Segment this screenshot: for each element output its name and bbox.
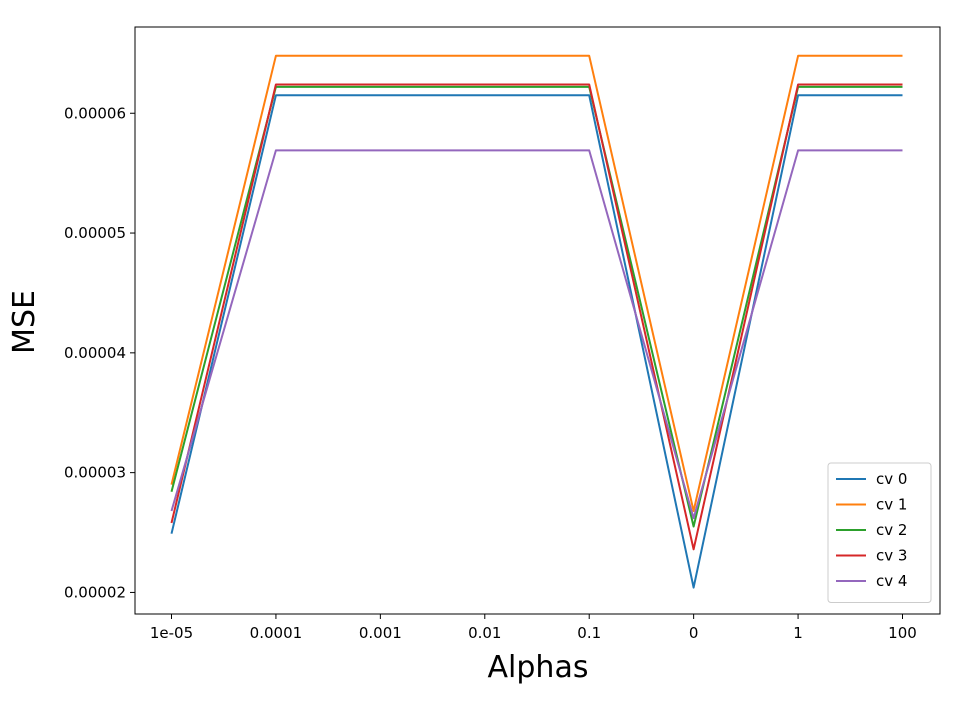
x-tick-label: 0.0001 bbox=[250, 624, 303, 642]
legend: cv 0 cv 1 cv 2 cv 3 cv 4 bbox=[827, 462, 932, 603]
x-tick-label: 1e-05 bbox=[150, 624, 193, 642]
series-line-cv-1 bbox=[170, 54, 903, 512]
plot-area bbox=[135, 27, 940, 614]
x-tick-label: 0.01 bbox=[468, 624, 501, 642]
x-tick-label: 0 bbox=[689, 624, 699, 642]
legend-label: cv 2 bbox=[876, 521, 907, 539]
y-tick-label: 0.00006 bbox=[64, 104, 126, 122]
legend-box bbox=[827, 462, 932, 603]
x-tick-label: 1 bbox=[793, 624, 803, 642]
series-line-cv-0 bbox=[170, 94, 903, 589]
y-axis-title: MSE bbox=[7, 290, 42, 354]
x-tick-label: 0.001 bbox=[359, 624, 402, 642]
y-axis: 0.00002 0.00003 0.00004 0.00005 0.00006 bbox=[64, 104, 135, 601]
legend-label: cv 1 bbox=[876, 496, 907, 514]
x-axis-title: Alphas bbox=[488, 650, 589, 685]
legend-label: cv 4 bbox=[876, 572, 907, 590]
legend-label: cv 3 bbox=[876, 547, 907, 565]
x-tick-label: 0.1 bbox=[577, 624, 601, 642]
y-tick-label: 0.00004 bbox=[64, 344, 126, 362]
x-tick-label: 100 bbox=[888, 624, 917, 642]
series-line-cv-3 bbox=[170, 83, 903, 551]
series-line-cv-4 bbox=[170, 149, 903, 520]
y-tick-label: 0.00002 bbox=[64, 583, 126, 601]
y-tick-label: 0.00003 bbox=[64, 464, 126, 482]
legend-label: cv 0 bbox=[876, 470, 907, 488]
series-layer bbox=[170, 54, 903, 589]
plot-frame bbox=[134, 26, 941, 615]
y-tick-label: 0.00005 bbox=[64, 224, 126, 242]
x-axis: 1e-05 0.0001 0.001 0.01 0.1 0 1 100 bbox=[150, 614, 917, 642]
